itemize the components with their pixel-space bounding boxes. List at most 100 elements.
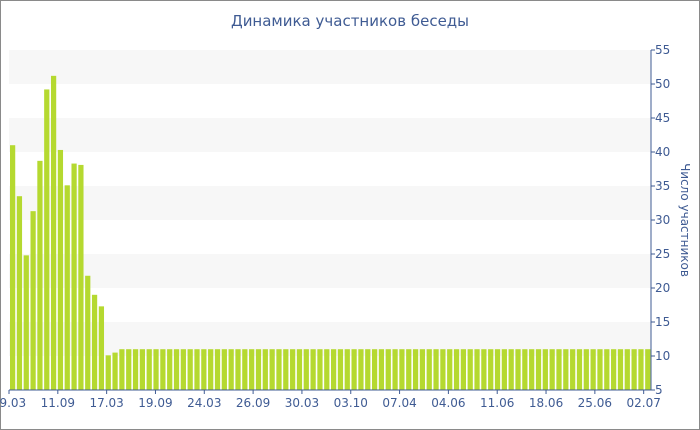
bar [139,349,145,390]
bar [406,349,412,390]
x-tick-label: 26.09 [236,396,270,410]
bar [474,349,480,390]
grid-band [9,50,651,84]
bar [590,349,596,390]
bar [180,349,186,390]
bar [542,349,548,390]
bar [638,349,644,390]
bar [604,349,610,390]
bar [85,275,91,390]
bar [57,149,64,390]
chart-title: Динамика участников беседы [230,12,470,30]
bar [173,349,180,390]
y-tick-label: 10 [655,349,670,363]
x-tick-label: 24.03 [187,396,221,410]
bar [119,349,125,390]
bar [351,349,357,390]
bar [30,211,36,390]
x-tick-label: 11.06 [480,396,514,410]
bar [597,349,603,390]
bar [187,349,193,390]
bar [153,349,159,390]
y-tick-label: 45 [655,111,670,125]
bar [522,349,528,390]
bar [201,349,207,390]
bar [132,349,139,390]
bar [447,349,453,390]
bar [563,349,569,390]
bar [283,349,289,390]
bar [269,349,275,390]
bar [529,349,535,390]
x-tick-label: 02.07 [626,396,660,410]
y-tick-label: 30 [655,213,670,227]
bar [160,349,166,390]
bar [317,349,323,390]
bar [242,349,248,390]
bar [91,294,98,390]
bar [481,349,487,390]
bar [494,349,501,390]
x-tick-label: 25.06 [578,396,612,410]
bar [331,349,337,390]
bar [78,164,84,390]
bar [290,349,296,390]
y-tick-label: 5 [655,383,663,397]
bar [23,255,29,390]
y-tick-label: 40 [655,145,670,159]
y-tick-label: 15 [655,315,670,329]
bar [16,196,23,390]
x-tick-label: 04.06 [431,396,465,410]
bar [570,349,576,390]
bar [167,349,173,390]
bar [535,349,542,390]
bar [214,349,221,390]
bar [385,349,391,390]
x-tick-label: 30.03 [285,396,319,410]
bar [453,349,460,390]
bar [631,349,637,390]
bar [112,352,118,390]
y-tick-label: 20 [655,281,670,295]
bar [255,349,262,390]
bar [624,349,630,390]
y-axis-label: Число участников [678,163,692,277]
bar [508,349,514,390]
bar [146,349,152,390]
bar [235,349,241,390]
bar [467,349,473,390]
bar [71,163,77,390]
bar [303,349,309,390]
grid-band [9,186,651,220]
x-ticks: 09.03 11.09 17.03 19.09 24.03 26.09 30.03 03.10… [0,390,661,410]
bar [617,349,624,390]
bar [262,349,268,390]
grid-band [9,254,651,288]
x-tick-label: 19.09 [138,396,172,410]
bar [365,349,371,390]
bar [98,306,105,390]
y-tick-label: 35 [655,179,670,193]
bar [433,349,439,390]
bar [249,349,255,390]
bar [556,349,562,390]
bar [611,349,617,390]
bar [276,349,282,390]
bar [515,349,521,390]
x-tick-label: 03.10 [334,396,368,410]
bar [208,349,214,390]
bar [488,349,494,390]
bar [501,349,507,390]
bar [296,349,303,390]
bar [44,89,50,390]
y-tick-label: 25 [655,247,670,261]
bar [645,349,651,390]
x-tick-label: 11.09 [41,396,75,410]
bar [194,349,200,390]
bar [576,349,583,390]
bar [399,349,405,390]
bar [371,349,378,390]
x-tick-label: 17.03 [89,396,123,410]
grid-band [9,118,651,152]
